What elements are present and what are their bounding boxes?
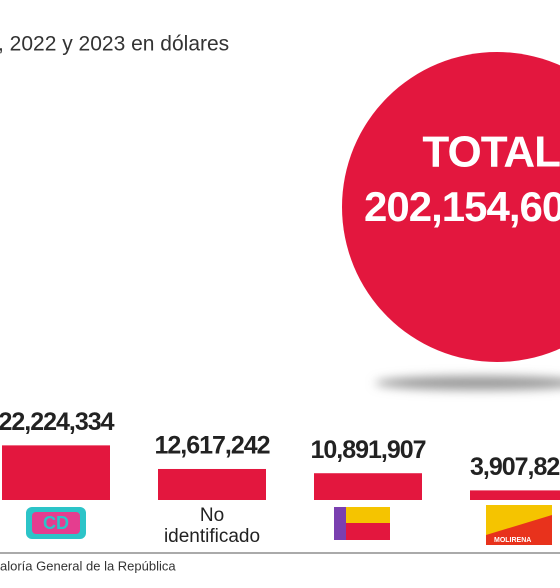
logo-cd-inner (32, 512, 80, 534)
total-circle (342, 52, 560, 362)
total-value: 202,154,60 (364, 183, 560, 230)
value-label: 12,617,242 (154, 432, 269, 460)
flag-stripe (346, 523, 390, 540)
flag-stripe (346, 507, 390, 523)
bar (158, 468, 266, 500)
chart-subtitle: , 2022 y 2023 en dólares (0, 33, 229, 56)
value-label: 3,907,82 (470, 453, 559, 481)
bar (314, 473, 422, 500)
logo-molirena-band (486, 505, 552, 535)
flag-stripe (334, 507, 346, 540)
bar (2, 445, 110, 500)
source: aloría General de la República (0, 558, 176, 573)
total-label: TOTAL (422, 128, 560, 177)
category-label: MOLIRENA (494, 537, 531, 544)
value-label: 22,224,334 (0, 408, 115, 436)
category-label: CD (43, 513, 69, 533)
value-label: 10,891,907 (310, 436, 425, 464)
bar (470, 490, 560, 500)
logos (26, 505, 552, 545)
category-label: No identificado (163, 505, 261, 547)
circle-shadow (375, 376, 560, 390)
